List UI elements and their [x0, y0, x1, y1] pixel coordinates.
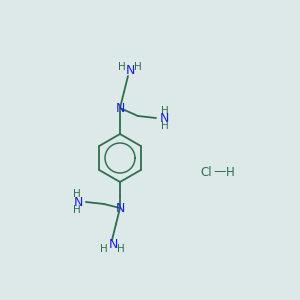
Text: H: H [161, 121, 169, 131]
Text: N: N [108, 238, 118, 251]
Text: H: H [161, 106, 169, 116]
Text: N: N [125, 64, 135, 77]
Text: H: H [117, 244, 125, 254]
Text: Cl: Cl [200, 166, 212, 178]
Text: N: N [159, 112, 169, 125]
Text: H: H [134, 62, 142, 72]
Text: N: N [73, 196, 83, 209]
Text: —: — [214, 166, 226, 178]
Text: H: H [100, 244, 108, 254]
Text: N: N [115, 202, 125, 214]
Text: H: H [73, 189, 81, 199]
Text: H: H [226, 166, 234, 178]
Text: H: H [73, 205, 81, 215]
Text: H: H [118, 62, 126, 72]
Text: N: N [115, 101, 125, 115]
